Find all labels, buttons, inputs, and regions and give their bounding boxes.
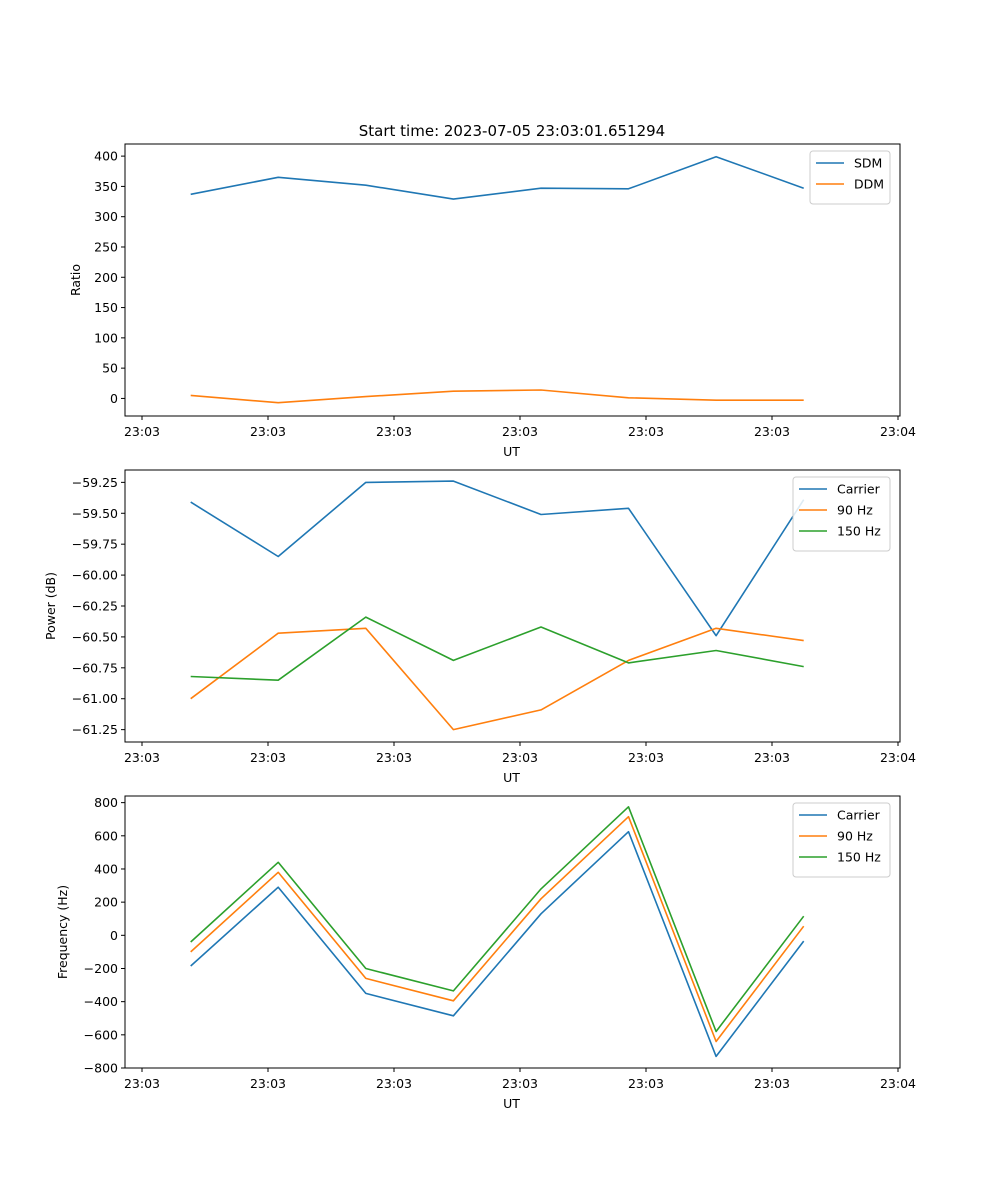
- y-tick-label: −60.50: [72, 629, 118, 644]
- x-tick-label: 23:03: [502, 750, 538, 765]
- y-tick-label: −400: [84, 994, 118, 1009]
- legend: Carrier 90 Hz 150 Hz: [792, 476, 891, 552]
- x-axis-label: UT: [503, 444, 520, 459]
- y-tick-label: 400: [94, 149, 118, 164]
- figure-title: Start time: 2023-07-05 23:03:01.651294: [359, 122, 665, 140]
- x-axis-label: UT: [503, 770, 520, 785]
- x-tick-label: 23:03: [754, 424, 790, 439]
- x-tick-label: 23:04: [880, 424, 916, 439]
- legend: SDM DDM: [809, 150, 891, 205]
- y-tick-label: 50: [102, 361, 118, 376]
- y-axis-label: Ratio: [68, 264, 83, 296]
- y-tick-label: −61.00: [72, 691, 118, 706]
- series-line-sdm: [190, 155, 804, 200]
- y-tick-label: −61.25: [72, 722, 118, 737]
- y-tick-label: −60.00: [72, 568, 118, 583]
- subplot-3: −800 −600 −400 −200 0 200 400 600 800 23:03 23:03 2…: [55, 795, 916, 1111]
- y-tick-label: 0: [110, 928, 118, 943]
- x-tick-label: 23:03: [250, 424, 286, 439]
- x-tick-label: 23:03: [250, 1076, 286, 1091]
- series-line-carrier: [190, 480, 805, 637]
- y-tick-label: −800: [84, 1061, 118, 1076]
- x-tick-label: 23:04: [880, 750, 916, 765]
- y-tick-label: −200: [84, 961, 118, 976]
- legend-label: SDM: [854, 156, 882, 171]
- series-line-carrier: [190, 830, 805, 1058]
- y-axis-label: Power (dB): [43, 572, 58, 640]
- axes-frame: [124, 795, 901, 1069]
- x-tick-label: 23:03: [754, 750, 790, 765]
- x-tick-label: 23:03: [250, 750, 286, 765]
- legend-label: 90 Hz: [837, 829, 873, 844]
- x-axis-label: UT: [503, 1096, 520, 1111]
- x-tick-label: 23:03: [628, 750, 664, 765]
- x-tick-label: 23:03: [124, 424, 160, 439]
- y-tick-label: 400: [94, 861, 118, 876]
- y-tick-label: 300: [94, 209, 118, 224]
- axes-frame: [124, 469, 901, 743]
- x-tick-label: 23:03: [376, 750, 412, 765]
- y-tick-label: 250: [94, 239, 118, 254]
- y-tick-label: 150: [94, 300, 118, 315]
- x-tick-label: 23:03: [628, 1076, 664, 1091]
- legend-label: Carrier: [837, 808, 881, 823]
- legend: Carrier 90 Hz 150 Hz: [792, 802, 891, 878]
- series-line-90-hz: [190, 627, 804, 731]
- x-tick-label: 23:03: [754, 1076, 790, 1091]
- legend-label: 90 Hz: [837, 503, 873, 518]
- x-tick-label: 23:03: [628, 424, 664, 439]
- series-line-90-hz: [190, 815, 805, 1043]
- y-tick-label: 800: [94, 795, 118, 810]
- y-tick-label: −60.75: [72, 660, 118, 675]
- x-tick-label: 23:03: [502, 424, 538, 439]
- y-tick-label: 600: [94, 828, 118, 843]
- y-axis-label: Frequency (Hz): [55, 885, 70, 979]
- y-tick-label: 200: [94, 895, 118, 910]
- subplot-1: 0 50 100 150 200 250 300 350 400 23:03 23:03 23:03 2…: [68, 143, 916, 459]
- x-tick-label: 23:03: [376, 1076, 412, 1091]
- y-tick-label: −59.75: [72, 537, 118, 552]
- series-line-ddm: [190, 389, 804, 404]
- legend-label: DDM: [854, 177, 884, 192]
- legend-label: 150 Hz: [837, 524, 881, 539]
- axes-frame: [124, 143, 901, 417]
- legend-box: [792, 476, 891, 552]
- legend-box: [809, 150, 891, 205]
- legend-label: Carrier: [837, 482, 881, 497]
- y-tick-label: −60.25: [72, 599, 118, 614]
- y-tick-label: −59.25: [72, 475, 118, 490]
- y-tick-label: −59.50: [72, 506, 118, 521]
- x-tick-label: 23:03: [376, 424, 412, 439]
- series-line-150-hz: [190, 805, 805, 1033]
- y-tick-label: 200: [94, 270, 118, 285]
- series-line-150-hz: [190, 616, 804, 682]
- y-tick-label: 100: [94, 330, 118, 345]
- y-tick-label: −600: [84, 1027, 118, 1042]
- x-tick-label: 23:03: [502, 1076, 538, 1091]
- legend-label: 150 Hz: [837, 850, 881, 865]
- y-tick-label: 350: [94, 179, 118, 194]
- y-tick-label: 0: [110, 391, 118, 406]
- x-tick-label: 23:03: [124, 750, 160, 765]
- x-tick-label: 23:03: [124, 1076, 160, 1091]
- subplot-2: −61.25 −61.00 −60.75 −60.50 −60.25 −60.00 −59.…: [43, 469, 916, 785]
- legend-box: [792, 802, 891, 878]
- x-tick-label: 23:04: [880, 1076, 916, 1091]
